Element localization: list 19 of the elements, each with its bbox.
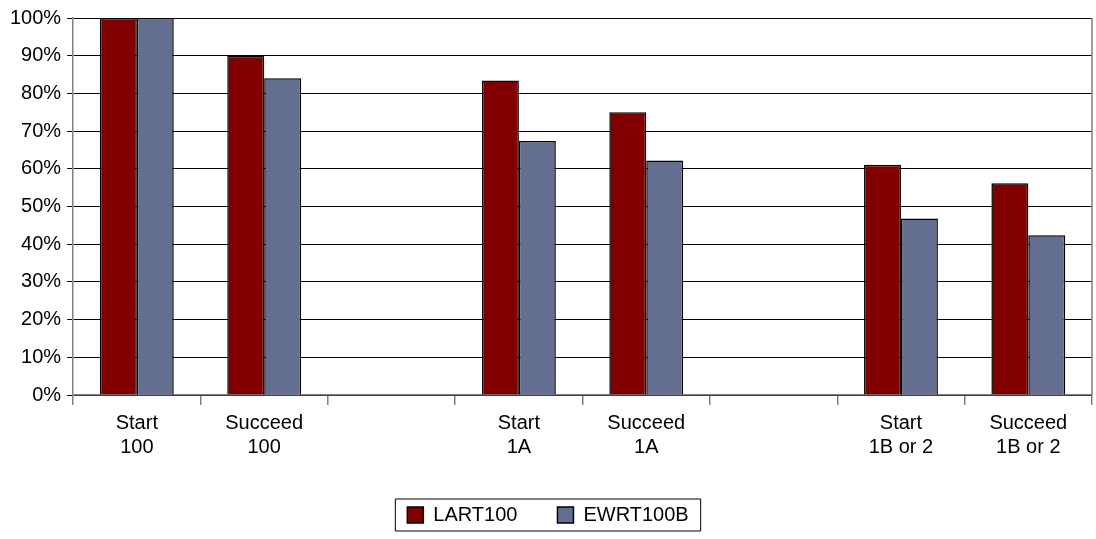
x-tick-label: Succeed 1A — [607, 410, 686, 457]
y-tick-label: 10% — [21, 344, 62, 367]
x-tick-label: Succeed 100 — [225, 410, 304, 457]
y-tick-label: 100% — [10, 5, 62, 28]
y-tick-label: 70% — [21, 118, 62, 141]
y-tick-label: 50% — [21, 194, 62, 217]
y-tick-label: 0% — [32, 382, 62, 405]
x-tick-label: Start 100 — [115, 410, 159, 457]
legend-label: EWRT100B — [583, 502, 689, 525]
y-tick-label: 40% — [21, 231, 62, 254]
x-tick-label: Succeed 1B or 2 — [989, 410, 1068, 457]
x-tick-label: Start 1B or 2 — [868, 410, 934, 457]
y-tick-label: 80% — [21, 80, 62, 103]
y-tick-label: 90% — [21, 43, 62, 66]
y-tick-label: 20% — [21, 307, 62, 330]
y-tick-label: 30% — [21, 269, 62, 292]
x-tick-label: Start 1A — [497, 410, 541, 457]
legend-label: LART100 — [433, 502, 518, 525]
y-tick-label: 60% — [21, 156, 62, 179]
